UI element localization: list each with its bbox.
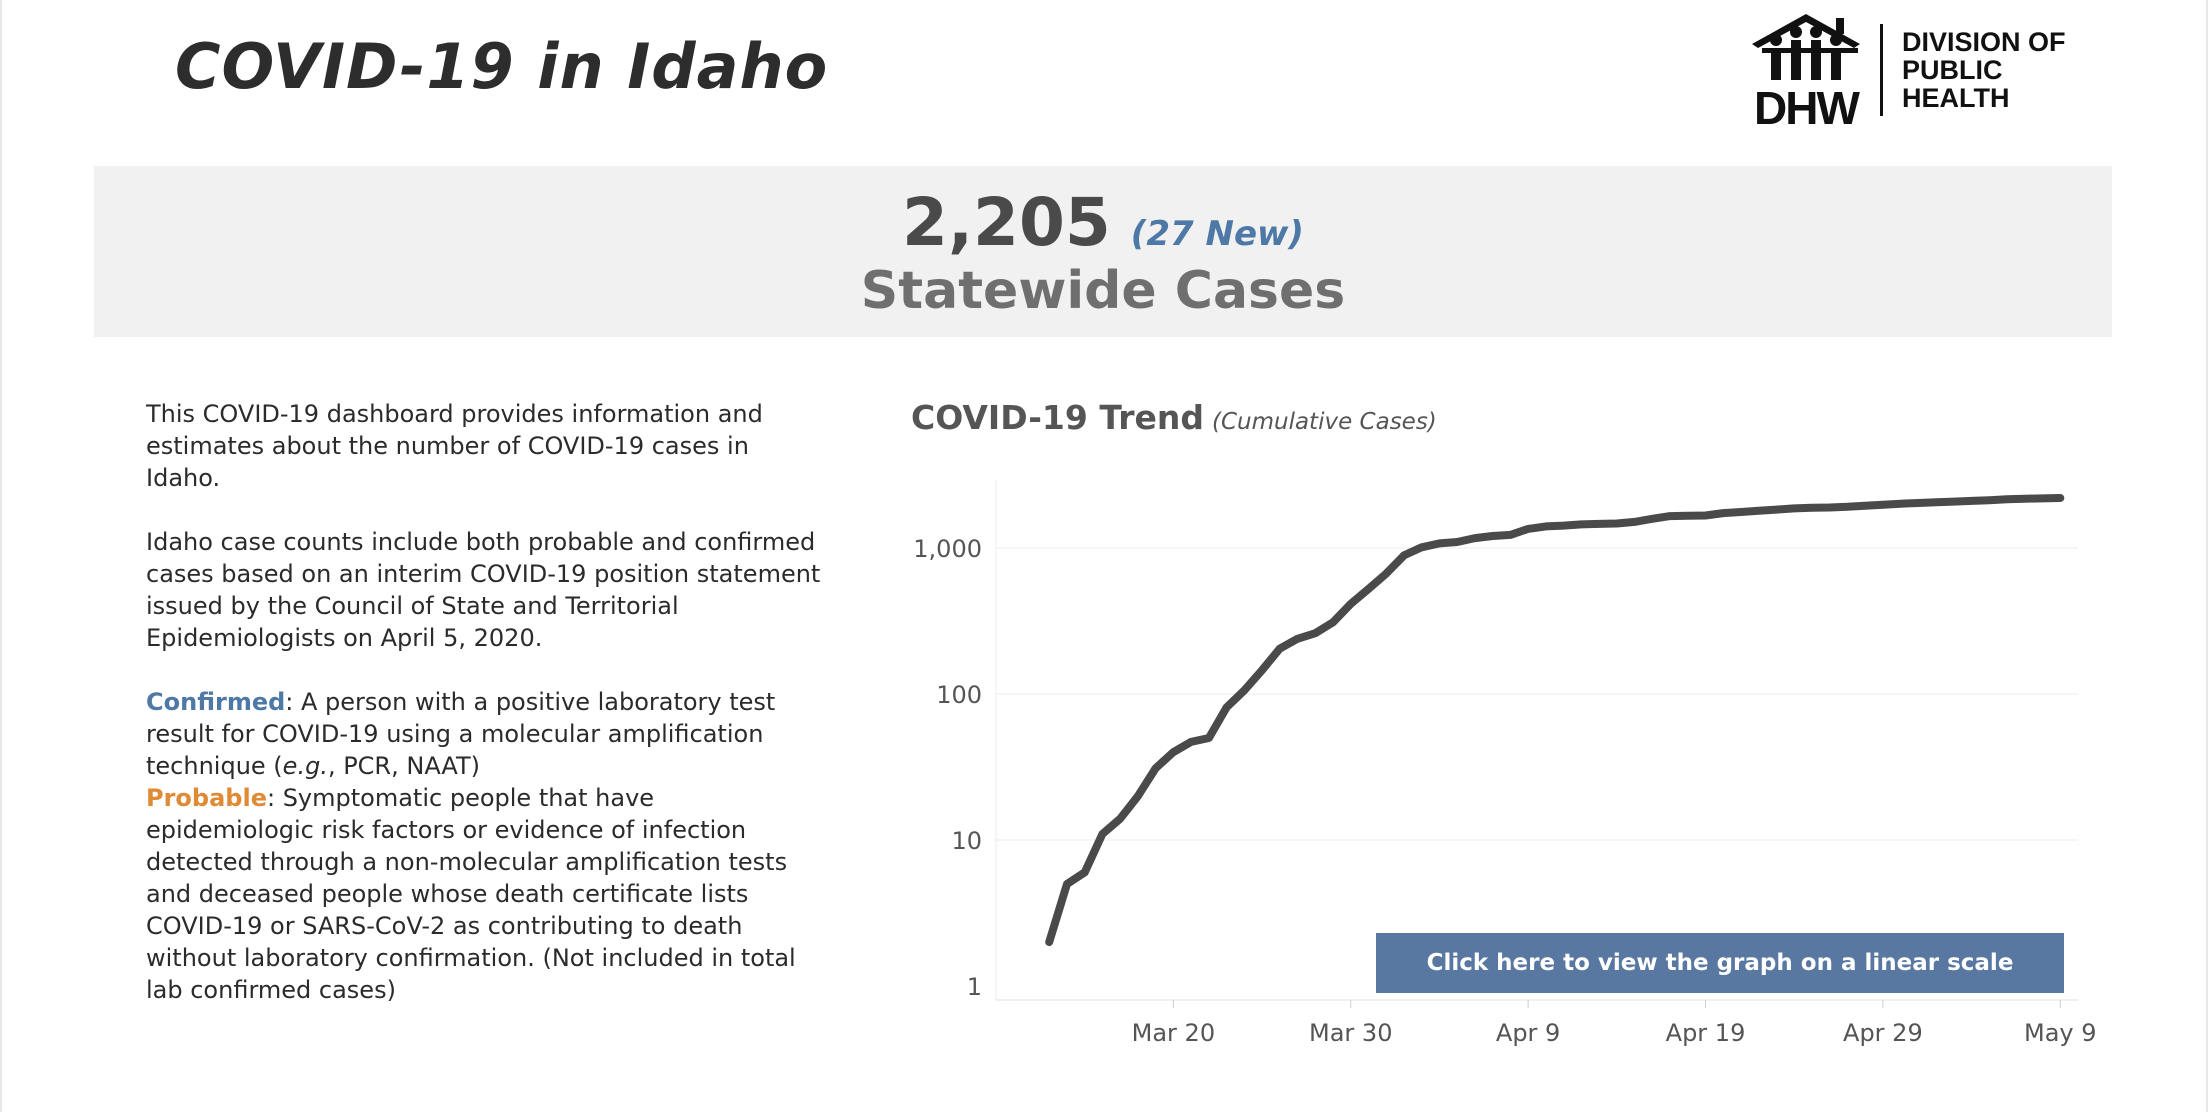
data-point <box>1740 511 1742 513</box>
data-point <box>2059 497 2062 499</box>
y-tick-label: 1,000 <box>913 535 982 563</box>
dhw-logo[interactable]: DHW DIVISION OF PUBLIC HEALTH <box>1750 10 2090 134</box>
data-point <box>1438 542 1441 545</box>
data-point <box>1349 602 1352 605</box>
data-point <box>1935 501 1938 504</box>
data-point <box>1154 767 1157 770</box>
data-point <box>1828 506 1831 509</box>
data-point <box>1207 737 1210 739</box>
data-point <box>1846 505 1849 508</box>
data-point <box>1952 500 1955 503</box>
data-point <box>1988 499 1991 502</box>
data-point <box>1722 512 1725 515</box>
data-point <box>1580 523 1583 526</box>
chart-title: COVID-19 Trend (Cumulative Cases) <box>911 398 1437 437</box>
data-point <box>1332 621 1334 624</box>
data-point <box>1243 689 1246 692</box>
y-tick-label: 100 <box>936 681 982 709</box>
x-tick-label: Apr 9 <box>1496 1019 1560 1047</box>
data-point <box>1172 751 1175 754</box>
data-point <box>2041 497 2044 500</box>
data-point <box>1686 514 1689 517</box>
series-line-0 <box>1045 494 2065 947</box>
data-point <box>2023 497 2026 500</box>
linear-scale-button[interactable]: Click here to view the graph on a linear… <box>1376 933 2064 993</box>
info-paragraph-2: Idaho case counts include both probable … <box>146 528 821 652</box>
confirmed-definition: Confirmed: A person with a positive labo… <box>146 688 776 780</box>
data-point <box>1367 587 1370 590</box>
data-point <box>1864 504 1867 507</box>
x-tick-label: Apr 19 <box>1666 1019 1746 1047</box>
data-point <box>1473 537 1476 540</box>
info-paragraph-1: This COVID-19 dashboard provides informa… <box>146 400 763 492</box>
info-panel: This COVID-19 dashboard provides informa… <box>146 398 826 1006</box>
data-point <box>1810 506 1813 509</box>
data-point <box>1136 795 1139 798</box>
confirmed-term: Confirmed <box>146 688 286 716</box>
data-point <box>1314 632 1317 635</box>
chart-title-main: COVID-19 Trend <box>911 398 1204 437</box>
right-frame-border <box>2206 0 2208 1112</box>
data-point <box>1491 535 1494 537</box>
data-point <box>1456 541 1459 543</box>
data-point <box>1651 517 1654 520</box>
data-point <box>1598 522 1601 525</box>
x-tick-label: Mar 30 <box>1309 1019 1392 1047</box>
data-point <box>1066 883 1068 885</box>
data-point <box>1119 817 1122 820</box>
data-point <box>1757 509 1760 512</box>
data-point <box>1669 515 1671 518</box>
data-point <box>1278 647 1281 650</box>
data-point <box>1704 514 1707 517</box>
data-point <box>1775 508 1778 511</box>
left-frame-border <box>0 0 2 1112</box>
data-point <box>2006 498 2008 501</box>
family-house-icon: DHW <box>1752 14 1883 134</box>
data-point <box>1970 499 1973 502</box>
data-point <box>1261 669 1264 672</box>
data-point <box>1544 525 1547 528</box>
y-tick-label: 1 <box>967 973 982 1001</box>
x-tick-label: May 9 <box>2024 1019 2097 1047</box>
logo-wordmark: DHW <box>1754 82 1860 130</box>
data-point <box>1562 524 1565 527</box>
case-count: 2,205 <box>902 184 1111 261</box>
data-point <box>1793 507 1796 510</box>
data-point <box>1385 572 1388 575</box>
x-tick-label: Apr 29 <box>1843 1019 1923 1047</box>
logo-org-name: DIVISION OF PUBLIC HEALTH <box>1902 27 2066 113</box>
data-point <box>1101 833 1104 835</box>
data-point <box>1420 546 1423 549</box>
statewide-cases-banner: 2,205 (27 New) Statewide Cases <box>94 166 2112 337</box>
probable-term: Probable <box>146 784 267 812</box>
y-tick-label: 10 <box>951 827 982 855</box>
data-point <box>1527 527 1530 530</box>
data-point <box>1633 520 1636 523</box>
data-point <box>1899 502 1902 505</box>
data-point <box>1881 503 1884 506</box>
data-point <box>1225 706 1228 709</box>
data-point <box>1083 871 1086 874</box>
data-point <box>1403 554 1405 557</box>
probable-definition: Probable: Symptomatic people that have e… <box>146 784 796 1004</box>
data-point <box>1509 533 1512 536</box>
new-cases: (27 New) <box>1130 214 1304 254</box>
data-point <box>1190 740 1193 743</box>
chart-title-sub: (Cumulative Cases) <box>1211 409 1437 435</box>
x-tick-label: Mar 20 <box>1132 1019 1215 1047</box>
page-title: COVID-19 in Idaho <box>175 30 829 103</box>
case-label: Statewide Cases <box>860 261 1346 321</box>
data-point <box>1048 941 1051 944</box>
data-point <box>1615 522 1618 525</box>
data-point <box>1917 502 1920 504</box>
data-point <box>1296 637 1299 640</box>
